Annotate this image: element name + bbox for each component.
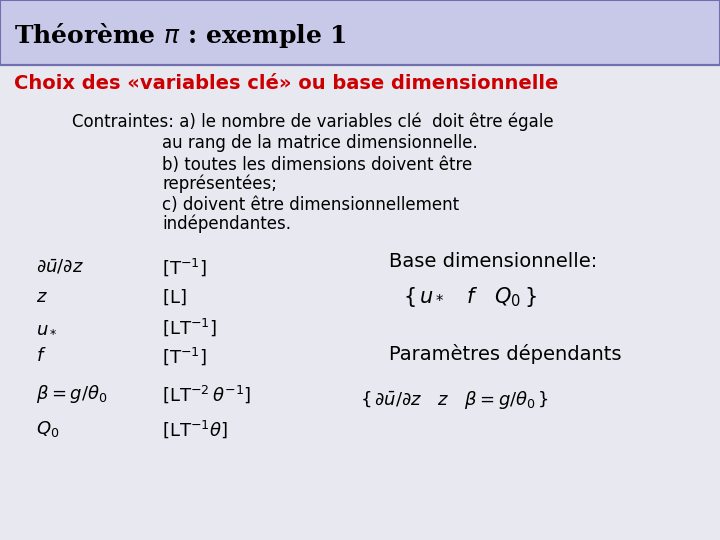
Text: Base dimensionnelle:: Base dimensionnelle: <box>389 252 597 272</box>
Text: $u_*$: $u_*$ <box>36 318 58 336</box>
Text: $[\mathrm{L}]$: $[\mathrm{L}]$ <box>162 287 186 307</box>
Text: $[\mathrm{LT}^{-2}\,\theta^{-1}]$: $[\mathrm{LT}^{-2}\,\theta^{-1}]$ <box>162 383 251 405</box>
Text: $z$: $z$ <box>36 288 48 306</box>
Text: Paramètres dépendants: Paramètres dépendants <box>389 343 621 364</box>
Text: $\{\,u_*\quad f\quad Q_0\,\}$: $\{\,u_*\quad f\quad Q_0\,\}$ <box>403 285 537 309</box>
Text: $[\mathrm{T}^{-1}]$: $[\mathrm{T}^{-1}]$ <box>162 256 207 278</box>
FancyBboxPatch shape <box>0 0 720 65</box>
Text: $\beta = g/\theta_0$: $\beta = g/\theta_0$ <box>36 383 107 405</box>
Text: c) doivent être dimensionnellement: c) doivent être dimensionnellement <box>162 196 459 214</box>
Text: Choix des «variables clé» ou base dimensionnelle: Choix des «variables clé» ou base dimens… <box>14 74 559 93</box>
Text: $[\mathrm{LT}^{-1}]$: $[\mathrm{LT}^{-1}]$ <box>162 316 217 338</box>
Text: Contraintes: a) le nombre de variables clé  doit être égale: Contraintes: a) le nombre de variables c… <box>72 112 554 131</box>
Text: indépendantes.: indépendantes. <box>162 215 291 233</box>
Text: $\partial\bar{u}/\partial z$: $\partial\bar{u}/\partial z$ <box>36 258 84 276</box>
Text: $Q_0$: $Q_0$ <box>36 419 59 440</box>
Text: représentées;: représentées; <box>162 174 277 193</box>
Text: Théorème $\pi$ : exemple 1: Théorème $\pi$ : exemple 1 <box>14 21 347 50</box>
Text: $\{\,\partial\bar{u}/\partial z\quad z\quad \beta = g/\theta_0\,\}$: $\{\,\partial\bar{u}/\partial z\quad z\q… <box>360 389 549 410</box>
Text: $[\mathrm{LT}^{-1}\theta]$: $[\mathrm{LT}^{-1}\theta]$ <box>162 418 228 440</box>
Text: $[\mathrm{T}^{-1}]$: $[\mathrm{T}^{-1}]$ <box>162 346 207 367</box>
Text: $f$: $f$ <box>36 347 47 366</box>
Text: au rang de la matrice dimensionnelle.: au rang de la matrice dimensionnelle. <box>162 134 478 152</box>
Text: b) toutes les dimensions doivent être: b) toutes les dimensions doivent être <box>162 156 472 174</box>
